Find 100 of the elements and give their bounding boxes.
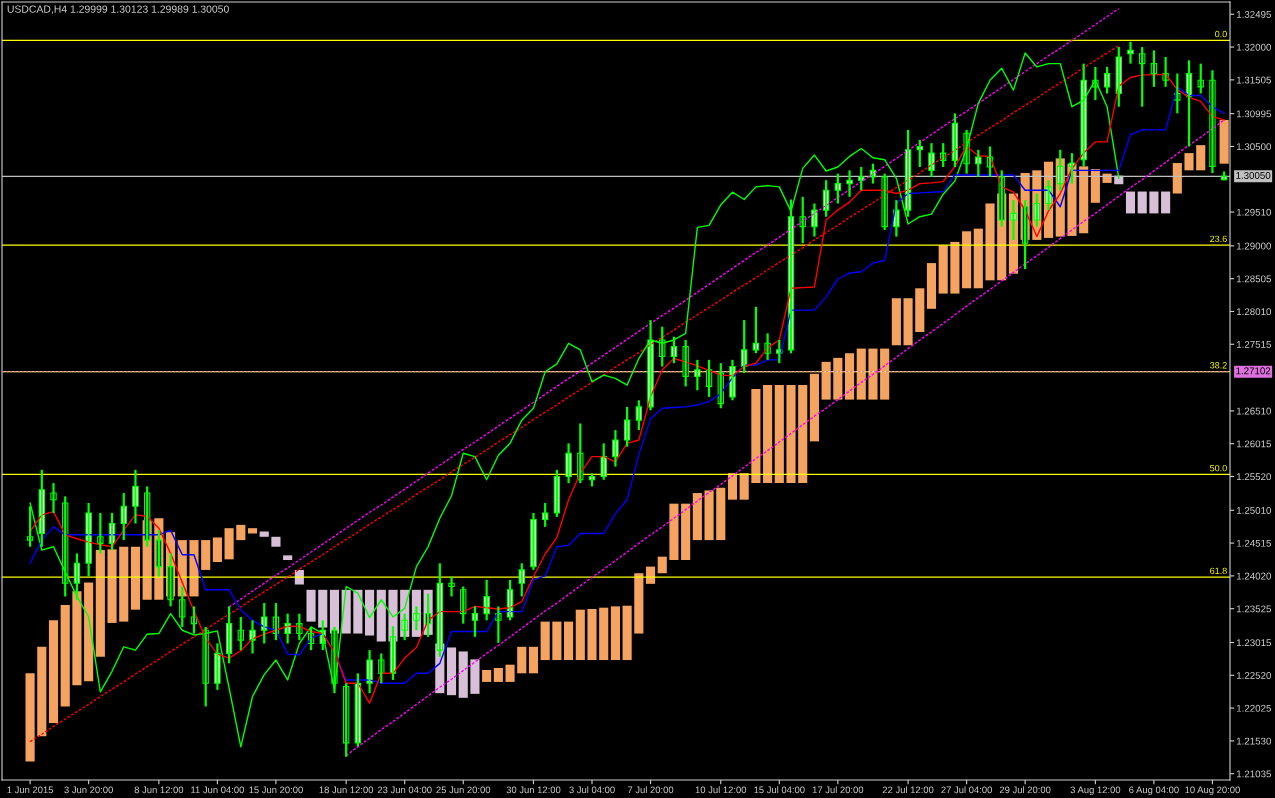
y-tick-label: 1.30995 — [1236, 110, 1271, 118]
bar — [48, 620, 59, 724]
x-tick-label: 30 Jun 12:00 — [506, 786, 561, 794]
bar — [259, 531, 269, 537]
x-tick-label: 25 Jun 20:00 — [436, 786, 491, 794]
bar — [610, 606, 620, 661]
bar — [1079, 166, 1089, 234]
bar — [540, 621, 550, 661]
x-tick-label: 1 Jun 2015 — [7, 786, 54, 794]
bar — [1196, 145, 1206, 171]
bar — [844, 353, 855, 400]
bar — [25, 673, 35, 762]
y-tick-label: 1.32000 — [1236, 43, 1272, 51]
bar — [505, 664, 515, 682]
bar — [236, 524, 246, 541]
bar — [833, 357, 843, 400]
y-tick-label: 1.27515 — [1236, 341, 1271, 348]
bar — [95, 550, 105, 657]
bar — [645, 566, 656, 584]
bar — [763, 385, 773, 484]
y-tick-label: 1.31505 — [1236, 76, 1271, 84]
bar — [72, 591, 82, 686]
y-tick-label: 1.21035 — [1236, 770, 1271, 778]
bar — [915, 288, 925, 333]
bar — [189, 540, 199, 597]
annotation: 23.6 — [1210, 235, 1227, 243]
bar — [353, 589, 363, 634]
bar — [669, 503, 679, 560]
bar — [1172, 163, 1182, 194]
y-tick-label: 1.26015 — [1236, 440, 1271, 448]
bar — [247, 528, 258, 534]
bar — [446, 647, 457, 696]
bar — [1090, 169, 1100, 203]
bar — [692, 493, 702, 541]
bar — [704, 490, 714, 541]
bar — [786, 385, 796, 484]
ref-line-label: 1.30050 — [1236, 172, 1271, 179]
x-tick-label: 15 Jul 04:00 — [754, 786, 805, 794]
bar — [201, 540, 211, 570]
y-tick-label: 1.28010 — [1236, 308, 1272, 316]
bar — [587, 609, 597, 661]
bar — [37, 646, 47, 737]
x-tick-label: 22 Jul 12:00 — [882, 786, 934, 794]
x-tick-label: 18 Jun 12:00 — [319, 786, 374, 794]
bar — [458, 651, 468, 698]
bar — [985, 203, 995, 281]
y-tick-label: 1.28505 — [1236, 275, 1271, 283]
bar — [376, 589, 386, 642]
bar — [681, 503, 691, 560]
bar — [575, 609, 585, 661]
bar — [1184, 153, 1194, 171]
y-tick-label: 1.25010 — [1236, 507, 1272, 514]
bar — [130, 546, 141, 610]
y-tick-label: 1.29510 — [1236, 208, 1272, 216]
x-tick-label: 29 Jul 20:00 — [999, 786, 1051, 794]
bar — [517, 646, 527, 674]
bar — [60, 605, 70, 707]
bar — [493, 668, 503, 682]
bar — [751, 389, 761, 484]
bar — [868, 348, 878, 400]
y-tick-label: 1.23525 — [1236, 605, 1271, 613]
annotation: 50.0 — [1210, 464, 1227, 472]
bar — [107, 549, 117, 623]
y-tick-label: 1.25520 — [1236, 473, 1272, 481]
bar — [622, 605, 632, 661]
bar — [657, 556, 667, 574]
bar — [950, 241, 960, 294]
x-tick-label: 15 Jun 20:00 — [249, 786, 303, 794]
y-tick-label: 1.22520 — [1236, 672, 1272, 679]
y-tick-label: 1.26510 — [1236, 407, 1272, 415]
bar — [891, 298, 901, 346]
x-tick-label: 6 Aug 04:00 — [1129, 786, 1179, 796]
x-tick-label: 3 Jul 04:00 — [569, 786, 615, 794]
x-tick-label: 11 Jun 04:00 — [191, 786, 244, 794]
chart-title: USDCAD,H4 1.29999 1.30123 1.29989 1.30050 — [7, 5, 229, 14]
bar — [1161, 191, 1171, 214]
y-tick-label: 1.21530 — [1236, 737, 1272, 745]
y-tick-label: 1.24020 — [1236, 572, 1272, 580]
bar — [962, 231, 972, 289]
bar — [809, 373, 819, 442]
annotation: 0.0 — [1215, 30, 1227, 38]
bar — [224, 528, 234, 560]
y-tick-label: 1.32495 — [1236, 10, 1271, 18]
bar — [271, 536, 281, 547]
bar — [880, 348, 890, 400]
y-tick-label: 1.24515 — [1236, 539, 1271, 547]
y-tick-label: 1.22025 — [1236, 704, 1271, 712]
bar — [294, 569, 304, 585]
bar — [84, 582, 94, 682]
bar — [938, 245, 948, 294]
bar — [774, 385, 784, 484]
x-tick-label: 3 Aug 12:00 — [1070, 786, 1121, 796]
bar — [821, 361, 831, 400]
y-tick-label: 1.29000 — [1236, 242, 1272, 250]
bar — [552, 621, 562, 661]
bar — [470, 659, 480, 694]
bar — [739, 473, 749, 500]
bar — [482, 669, 492, 682]
x-tick-label: 10 Jul 12:00 — [695, 786, 747, 794]
bar — [1219, 119, 1229, 164]
